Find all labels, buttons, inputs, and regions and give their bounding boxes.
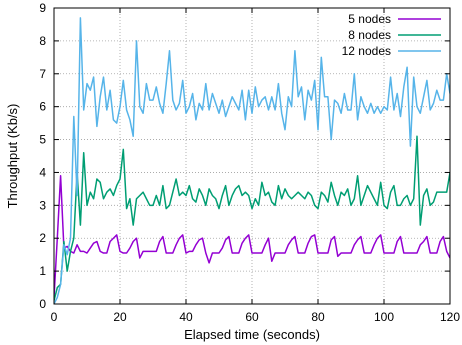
y-axis-label: Throughput (Kb/s)	[5, 104, 20, 209]
series-lines	[54, 17, 450, 304]
series-line-8-nodes	[54, 135, 450, 301]
series-line-5-nodes	[54, 174, 450, 298]
x-tick-label: 40	[179, 310, 193, 324]
y-tick-label: 1	[39, 264, 46, 278]
x-tick-label: 20	[113, 310, 127, 324]
y-tick-label: 4	[39, 165, 46, 179]
x-tick-labels: 0 20 40 60 80 100 120	[51, 310, 461, 324]
y-tick-labels: 0 1 2 3 4 5 6 7 8 9	[39, 1, 46, 311]
y-tick-label: 3	[39, 198, 46, 212]
x-tick-label: 100	[374, 310, 394, 324]
series-line-12-nodes	[54, 17, 450, 304]
y-tick-label: 9	[39, 1, 46, 15]
y-tick-label: 8	[39, 34, 46, 48]
legend: 5 nodes 8 nodes 12 nodes	[342, 12, 441, 58]
legend-label-5-nodes: 5 nodes	[348, 12, 391, 26]
y-tick-label: 7	[39, 67, 46, 81]
y-tick-label: 0	[39, 297, 46, 311]
y-tick-label: 2	[39, 231, 46, 245]
y-tick-label: 5	[39, 133, 46, 147]
x-tick-label: 120	[440, 310, 460, 324]
x-axis-label: Elapsed time (seconds)	[184, 327, 320, 342]
axis-ticks	[53, 7, 451, 305]
x-tick-label: 0	[51, 310, 58, 324]
x-tick-label: 80	[311, 310, 325, 324]
x-tick-label: 60	[245, 310, 259, 324]
y-tick-label: 6	[39, 100, 46, 114]
legend-label-12-nodes: 12 nodes	[342, 44, 391, 58]
legend-label-8-nodes: 8 nodes	[348, 28, 391, 42]
grid-lines	[54, 8, 450, 304]
